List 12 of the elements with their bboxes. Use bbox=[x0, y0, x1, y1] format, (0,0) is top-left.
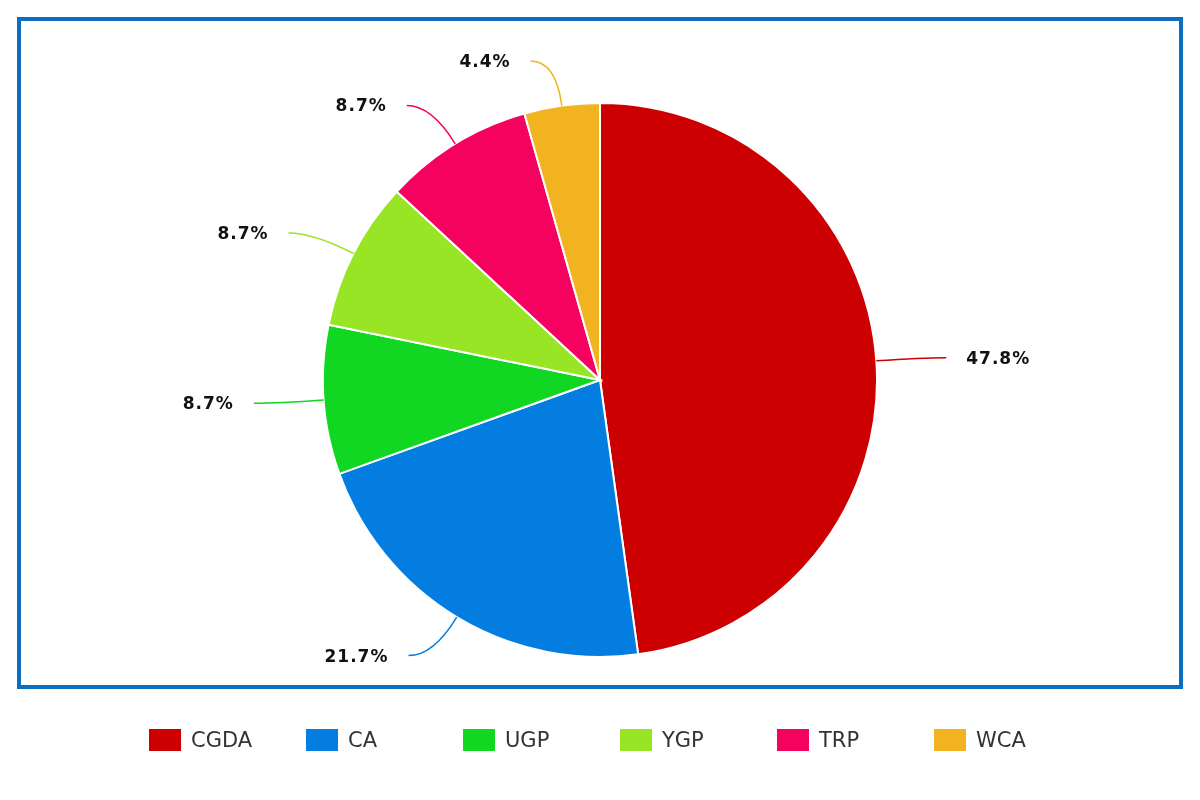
legend-label: YGP bbox=[661, 728, 704, 753]
legend-label: WCA bbox=[976, 728, 1027, 753]
data-label: 21.7% bbox=[324, 645, 389, 666]
legend-label: CA bbox=[348, 728, 378, 753]
legend-label: CGDA bbox=[191, 728, 253, 753]
data-label: 4.4% bbox=[459, 51, 511, 72]
data-label: 8.7% bbox=[335, 95, 387, 116]
data-label: 47.8% bbox=[966, 347, 1031, 368]
legend-label: TRP bbox=[818, 728, 860, 753]
data-label: 8.7% bbox=[217, 222, 269, 243]
data-label: 8.7% bbox=[182, 393, 234, 414]
legend-label: UGP bbox=[505, 728, 550, 753]
